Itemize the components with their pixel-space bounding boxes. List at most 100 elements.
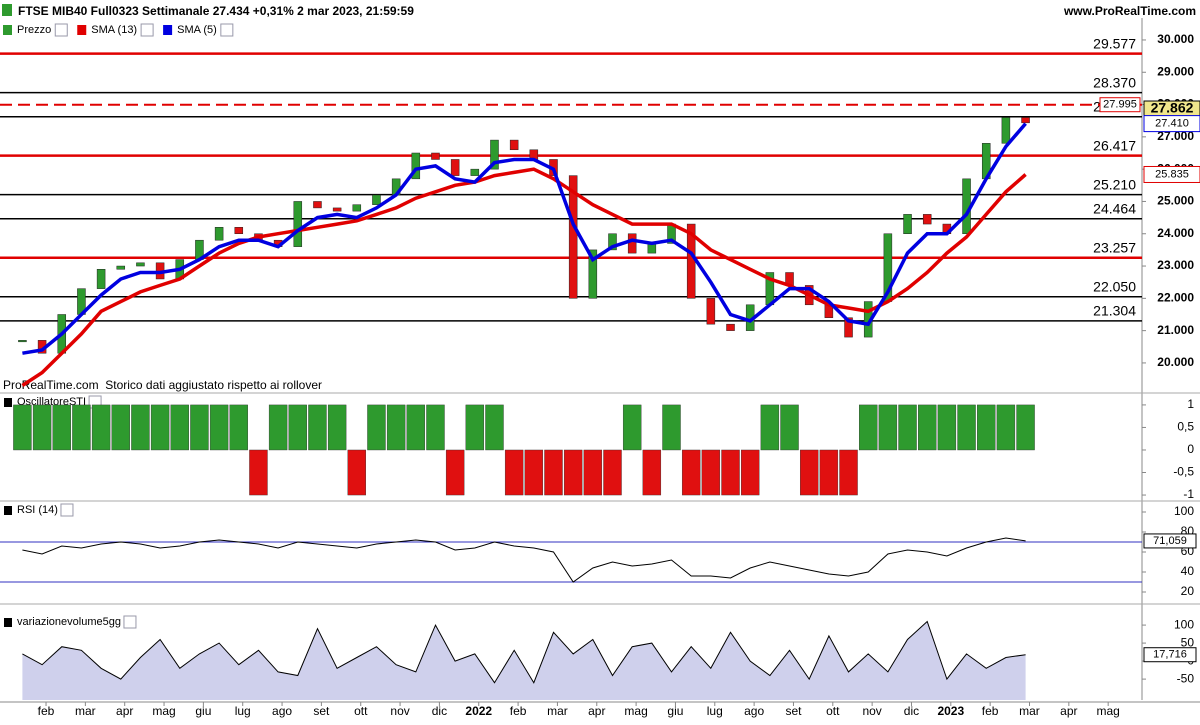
- x-tick-label: lug: [235, 704, 251, 718]
- level-label: 26.417: [1093, 137, 1136, 153]
- x-tick-label: 2023: [937, 704, 964, 718]
- candle: [450, 159, 460, 176]
- x-tick-label: mag: [624, 704, 647, 718]
- x-tick-label: set: [785, 704, 802, 718]
- level-label: 29.577: [1093, 35, 1136, 51]
- sma-line: [21, 167, 1027, 387]
- y-tick-label: -50: [1177, 671, 1195, 685]
- candle: [1021, 117, 1030, 124]
- x-tick-label: apr: [588, 704, 605, 718]
- oscillator-bar: [1016, 404, 1035, 451]
- legend-label: Prezzo: [17, 24, 51, 36]
- y-tick-label: 20: [1181, 584, 1195, 598]
- level-label: 24.464: [1093, 200, 1136, 216]
- candle: [568, 175, 578, 299]
- oscillator-bar: [878, 404, 898, 451]
- y-tick-label: 21.000: [1157, 323, 1194, 337]
- legend-icon: [140, 23, 154, 37]
- candle: [588, 249, 598, 299]
- y-tick-label: 30.000: [1157, 32, 1194, 46]
- y-tick-label: 40: [1181, 564, 1195, 578]
- oscillator-bar: [819, 449, 839, 496]
- oscillator-bar: [859, 404, 878, 451]
- candle: [627, 233, 637, 254]
- oscillator-bar: [190, 404, 209, 451]
- oscillator-bar: [465, 404, 485, 451]
- level-label: 28.370: [1093, 74, 1136, 90]
- panel-title: RSI (14): [17, 504, 58, 516]
- level-tag-label: 27.995: [1103, 99, 1137, 111]
- oscillator-bar: [249, 449, 268, 496]
- candle: [1001, 117, 1011, 144]
- legend-icon: [54, 23, 68, 37]
- candle: [608, 233, 617, 251]
- y-tick-label: 23.000: [1157, 258, 1194, 272]
- y-tick-label: 0,5: [1177, 420, 1194, 434]
- x-tick-label: giu: [667, 704, 683, 718]
- candle: [313, 201, 322, 209]
- oscillator-bar: [918, 404, 937, 451]
- price-marker: [1143, 115, 1200, 133]
- candle: [470, 168, 480, 176]
- x-tick-label: mar: [75, 704, 96, 718]
- panel-icon: [123, 615, 137, 629]
- oscillator-bar: [386, 404, 406, 451]
- oscillator-bar: [91, 404, 111, 451]
- oscillator-bar: [642, 449, 662, 496]
- candle: [509, 139, 519, 151]
- note: ProRealTime.com Storico dati aggiustato …: [3, 378, 322, 392]
- oscillator-bar: [150, 404, 170, 451]
- y-tick-label: 25.000: [1157, 194, 1194, 208]
- candle: [332, 207, 342, 212]
- oscillator-bar: [760, 404, 780, 451]
- oscillator-bar: [721, 449, 740, 496]
- oscillator-bar: [13, 404, 32, 451]
- level-label: 21.304: [1093, 303, 1136, 319]
- x-tick-label: lug: [707, 704, 723, 718]
- oscillator-bar: [170, 404, 189, 451]
- x-tick-label: ott: [354, 704, 368, 718]
- y-tick-label: 100: [1174, 504, 1194, 518]
- candle: [18, 340, 27, 343]
- oscillator-bar: [957, 404, 976, 451]
- candle: [234, 227, 244, 234]
- oscillator-bar: [111, 404, 130, 451]
- oscillator-bar: [839, 449, 858, 496]
- panel-title: variazionevolume5gg: [17, 616, 121, 628]
- oscillator-bar: [445, 449, 465, 496]
- y-tick-label: 29.000: [1157, 64, 1194, 78]
- legend-icon: [220, 23, 234, 37]
- legend-label: SMA (5): [177, 24, 217, 36]
- x-tick-label: feb: [38, 704, 55, 718]
- oscillator-bar: [485, 404, 504, 451]
- candle: [431, 152, 440, 160]
- x-tick-label: feb: [982, 704, 999, 718]
- volume-line: [22, 620, 1026, 684]
- oscillator-bar: [229, 404, 248, 451]
- oscillator-bar: [308, 404, 327, 451]
- price-marker: [1143, 165, 1200, 183]
- y-tick-label: 20.000: [1157, 355, 1194, 369]
- candle: [96, 269, 106, 289]
- oscillator-bar: [996, 404, 1016, 451]
- candle: [136, 262, 145, 267]
- oscillator-bar: [603, 449, 622, 496]
- oscillator-bar: [977, 404, 996, 451]
- price-marker-label: 25.835: [1155, 168, 1189, 180]
- oscillator-bar: [268, 404, 288, 451]
- oscillator-bar: [622, 404, 642, 451]
- x-tick-label: nov: [390, 704, 409, 718]
- oscillator-bar: [367, 404, 386, 451]
- panel-icon: [60, 503, 74, 517]
- rsi-marker-label: 71,059: [1153, 535, 1187, 547]
- x-tick-label: dic: [904, 704, 919, 718]
- source: www.ProRealTime.com: [1063, 4, 1196, 18]
- oscillator-bar: [426, 404, 445, 451]
- level-label: 22.050: [1093, 278, 1136, 294]
- rsi-line: [22, 537, 1026, 583]
- x-tick-label: 2022: [465, 704, 492, 718]
- oscillator-bar: [32, 404, 52, 451]
- oscillator-bar: [406, 404, 426, 451]
